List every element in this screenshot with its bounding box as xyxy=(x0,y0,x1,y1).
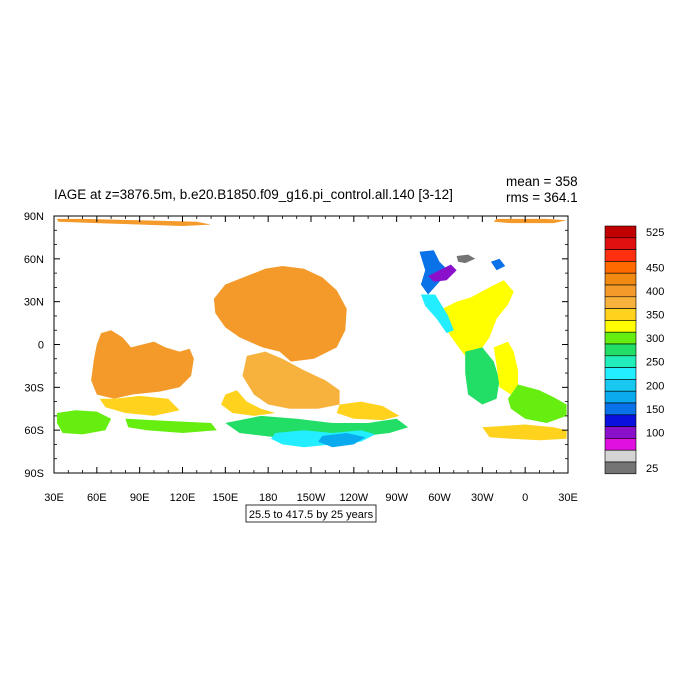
colorbar-swatch xyxy=(604,449,637,463)
y-tick-label: 30S xyxy=(24,382,44,394)
colorbar-swatch xyxy=(604,367,637,380)
colorbar: 525 450 400 350 300 250 200 150 100 25 xyxy=(604,225,664,475)
region-nw-atlantic-blue xyxy=(419,250,449,295)
colorbar-swatch xyxy=(604,461,637,475)
colorbar-swatch xyxy=(604,261,637,274)
region-arctic-strip-east xyxy=(493,218,567,224)
mean-label: mean = 358 xyxy=(506,174,578,189)
x-tick-label: 30W xyxy=(471,492,494,504)
x-tick-label: 180 xyxy=(259,492,277,504)
colorbar-swatch xyxy=(604,343,637,357)
colorbar-swatch xyxy=(604,272,637,286)
x-tick-label: 150E xyxy=(212,492,238,504)
x-tick-label: 30E xyxy=(44,492,64,504)
colorbar-swatch xyxy=(604,237,637,250)
colorbar-label: 150 xyxy=(646,404,664,416)
x-tick-label: 150W xyxy=(297,492,326,504)
region-arctic-strip-west xyxy=(56,218,212,226)
colorbar-label: 200 xyxy=(646,380,664,392)
y-tick-label: 30N xyxy=(24,297,44,309)
contour-info-label: 25.5 to 417.5 by 25 years xyxy=(249,509,374,521)
region-southern-ocean-mid xyxy=(125,418,217,433)
x-tick-label: 60W xyxy=(428,492,451,504)
colorbar-label: 350 xyxy=(646,310,664,322)
region-nordic-gray xyxy=(456,254,476,264)
x-tick-label: 120E xyxy=(170,492,196,504)
x-tick-label: 30E xyxy=(558,492,578,504)
region-indian-south-yellow xyxy=(99,395,180,416)
region-greenland-blue xyxy=(490,258,506,271)
region-weddell-yellow xyxy=(482,424,567,441)
region-indian-ocean xyxy=(91,330,194,399)
colorbar-swatch xyxy=(604,320,637,333)
x-tick-label: 90W xyxy=(385,492,408,504)
colorbar-swatch xyxy=(604,414,637,427)
y-tick-label: 60S xyxy=(24,425,44,437)
colorbar-swatch xyxy=(604,390,637,404)
region-south-pacific-light xyxy=(242,351,340,409)
region-pacific-main xyxy=(213,266,347,362)
x-tick-label: 60E xyxy=(87,492,107,504)
colorbar-swatch xyxy=(604,355,637,368)
map-panel: 30E 60E 90E 120E 150E 180 150W 120W 90W 60W 30W 0 30… xyxy=(24,211,578,504)
x-tick-label: 90E xyxy=(130,492,150,504)
colorbar-swatch xyxy=(604,284,637,298)
region-atlantic-green-column xyxy=(465,347,500,405)
colorbar-label: 250 xyxy=(646,357,664,369)
colorbar-swatch xyxy=(604,402,637,416)
colorbar-label: 450 xyxy=(646,262,664,274)
region-tasman-yellow xyxy=(221,390,276,416)
ocean-age-regions xyxy=(56,218,567,448)
y-axis: 90N 60N 30N 0 30S 60S 90S xyxy=(24,211,568,480)
x-tick-label: 0 xyxy=(522,492,528,504)
y-tick-label: 60N xyxy=(24,254,44,266)
y-tick-label: 90S xyxy=(24,468,44,480)
colorbar-swatch xyxy=(604,225,637,239)
region-labrador-cyan xyxy=(420,294,454,334)
colorbar-label: 25 xyxy=(646,463,658,475)
region-s-atlantic-yellow xyxy=(493,341,518,395)
colorbar-swatch xyxy=(604,331,637,345)
colorbar-swatch xyxy=(604,249,637,262)
region-se-atlantic-green xyxy=(508,384,567,423)
colorbar-swatch xyxy=(604,296,637,309)
colorbar-label: 525 xyxy=(646,227,664,239)
region-labrador-magenta xyxy=(428,264,457,282)
colorbar-swatch xyxy=(604,308,637,321)
colorbar-swatch xyxy=(604,379,637,392)
x-tick-label: 120W xyxy=(339,492,368,504)
y-tick-label: 90N xyxy=(24,211,44,223)
contour-info-box: 25.5 to 417.5 by 25 years xyxy=(245,504,377,523)
region-south-pacific-yellow xyxy=(336,401,400,421)
y-tick-label: 0 xyxy=(38,340,44,352)
colorbar-label: 100 xyxy=(646,428,664,440)
region-southern-ocean-west xyxy=(56,410,112,435)
x-axis: 30E 60E 90E 120E 150E 180 150W 120W 90W 60W 30W 0 30… xyxy=(44,216,578,504)
plot-title: IAGE at z=3876.5m, b.e20.B1850.f09_g16.p… xyxy=(54,187,453,202)
region-ross-blue xyxy=(318,433,366,448)
colorbar-label: 400 xyxy=(646,286,664,298)
rms-label: rms = 364.1 xyxy=(506,190,578,205)
colorbar-label: 300 xyxy=(646,333,664,345)
region-n-atlantic-yellow xyxy=(436,280,514,356)
colorbar-swatch xyxy=(604,426,637,439)
contour-info-frame xyxy=(245,504,377,523)
colorbar-swatch xyxy=(604,438,637,451)
